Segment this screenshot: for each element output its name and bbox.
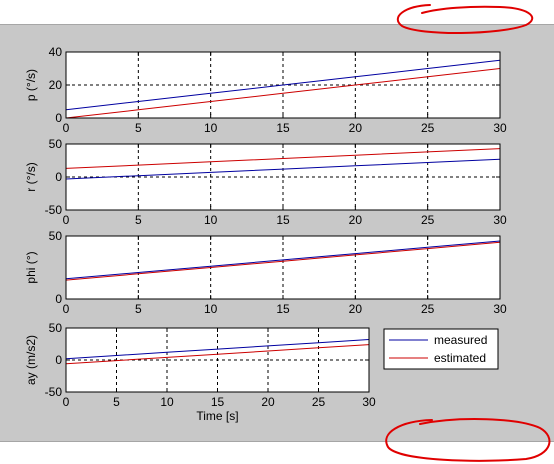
series-line-measured — [65, 339, 370, 360]
x-tick-label: 25 — [421, 213, 435, 227]
series-line-measured — [65, 59, 501, 111]
x-tick-label: 10 — [204, 121, 218, 135]
x-tick-label: 10 — [204, 302, 218, 316]
x-axis-label: Time [s] — [196, 409, 238, 423]
series-line-measured — [65, 158, 501, 180]
y-tick-label: 0 — [55, 111, 62, 125]
y-tick-label: -50 — [45, 385, 63, 399]
x-tick-label: 15 — [211, 395, 225, 409]
x-tick-label: 15 — [276, 302, 290, 316]
y-tick-label: 40 — [49, 45, 63, 59]
y-tick-label: 0 — [55, 292, 62, 306]
x-tick-label: 30 — [493, 302, 507, 316]
x-tick-label: 30 — [493, 213, 507, 227]
x-tick-label: 0 — [63, 395, 70, 409]
x-tick-label: 0 — [63, 121, 70, 135]
y-tick-label: 50 — [49, 229, 63, 243]
figure-panel: 0 5 10 15 20 25 30 0 20 40 p (°/s) 0 5 10 15 20 25 30 -50 0… — [0, 24, 554, 442]
x-tick-label: 10 — [160, 395, 174, 409]
y-tick-label: 20 — [49, 78, 63, 92]
x-tick-label: 10 — [204, 213, 218, 227]
x-tick-label: 25 — [421, 121, 435, 135]
x-tick-label: 30 — [362, 395, 376, 409]
series-line-estimated — [65, 344, 370, 365]
y-tick-label: 50 — [49, 321, 63, 335]
x-tick-label: 0 — [63, 213, 70, 227]
x-tick-label: 15 — [276, 213, 290, 227]
x-tick-label: 5 — [113, 395, 120, 409]
x-tick-label: 15 — [276, 121, 290, 135]
legend-label-measured: measured — [434, 333, 487, 347]
x-tick-label: 0 — [63, 302, 70, 316]
series-line-estimated — [65, 241, 501, 281]
x-tick-label: 25 — [421, 302, 435, 316]
x-tick-label: 5 — [135, 121, 142, 135]
y-tick-label: -50 — [45, 203, 63, 217]
legend-label-estimated: estimated — [434, 351, 486, 365]
window-top-edge — [0, 0, 554, 24]
x-tick-label: 20 — [349, 213, 363, 227]
y-axis-label: p (°/s) — [24, 69, 38, 101]
x-tick-label: 20 — [261, 395, 275, 409]
x-tick-label: 5 — [135, 302, 142, 316]
y-axis-label: ay (m/s2) — [24, 335, 38, 385]
series-line-measured — [65, 240, 501, 280]
y-tick-label: 50 — [49, 137, 63, 151]
x-tick-label: 20 — [349, 302, 363, 316]
y-tick-label: 0 — [55, 353, 62, 367]
series-line-estimated — [65, 148, 501, 169]
series-line-estimated — [65, 68, 501, 119]
legend-box — [383, 328, 499, 370]
x-tick-label: 30 — [493, 121, 507, 135]
y-tick-label: 0 — [55, 170, 62, 184]
x-tick-label: 25 — [312, 395, 326, 409]
y-axis-label: phi (°) — [24, 251, 38, 283]
y-axis-label: r (°/s) — [24, 162, 38, 191]
x-tick-label: 20 — [349, 121, 363, 135]
x-tick-label: 5 — [135, 213, 142, 227]
